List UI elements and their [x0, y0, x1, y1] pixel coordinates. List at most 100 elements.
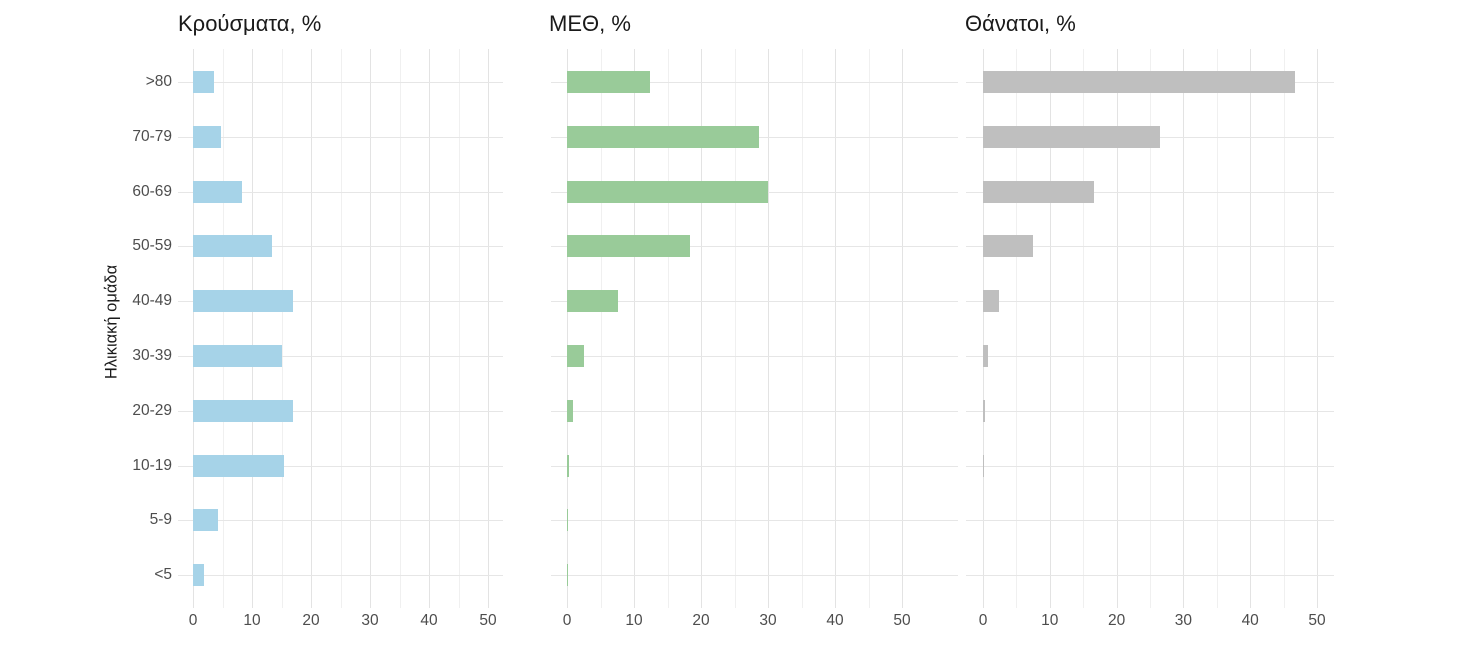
gridline-vertical-minor	[1083, 49, 1085, 608]
bar	[567, 180, 768, 203]
y-axis-label: 20-29	[132, 401, 172, 419]
gridline-vertical-minor	[1283, 49, 1285, 608]
x-tick-label: 40	[420, 612, 438, 629]
gridline-vertical-major	[1317, 49, 1318, 608]
gridline-horizontal	[966, 191, 1334, 193]
gridline-horizontal	[966, 520, 1334, 522]
gridline-horizontal	[178, 465, 503, 467]
gridline-horizontal	[551, 82, 958, 83]
gridline-vertical-minor	[222, 49, 224, 608]
y-axis-label: 30-39	[132, 347, 172, 364]
gridline-horizontal	[178, 246, 503, 248]
bar	[983, 71, 1295, 93]
bar	[567, 235, 690, 258]
chart-title-icu: ΜΕΘ, %	[549, 11, 631, 36]
gridline-horizontal	[966, 410, 1334, 412]
gridline-vertical-minor	[600, 49, 602, 608]
bar	[193, 125, 222, 148]
bar	[193, 454, 284, 477]
gridline-vertical-major	[835, 49, 836, 608]
gridline-vertical-major	[634, 49, 635, 608]
x-tick-label: 40	[1241, 612, 1259, 629]
x-tick-label: 10	[243, 612, 261, 629]
gridline-horizontal	[178, 136, 503, 138]
x-tick-label: 50	[479, 612, 497, 629]
gridline-vertical-minor	[281, 49, 283, 608]
gridline-vertical-minor	[1216, 49, 1218, 608]
gridline-horizontal	[966, 356, 1334, 357]
x-tick-label: 20	[692, 612, 710, 629]
bar	[983, 399, 985, 422]
bar	[193, 180, 242, 203]
gridline-vertical-major	[252, 49, 253, 608]
gridline-horizontal	[551, 520, 958, 522]
x-tick-label: 40	[826, 612, 844, 629]
y-axis-label: <5	[154, 566, 172, 584]
gridline-vertical-major	[1183, 49, 1185, 608]
gridline-vertical-major	[983, 49, 984, 608]
bar	[983, 125, 1161, 148]
gridline-vertical-minor	[734, 49, 736, 608]
y-axis-label: >80	[145, 73, 172, 90]
bar	[567, 454, 569, 477]
gridline-vertical-minor	[667, 49, 669, 608]
bar	[193, 235, 273, 258]
x-tick-label: 0	[978, 612, 988, 629]
gridline-vertical-minor	[801, 49, 803, 608]
gridline-horizontal	[966, 575, 1334, 577]
x-tick-label: 0	[562, 612, 572, 629]
x-tick-label: 30	[361, 612, 379, 629]
y-axis-label: 70-79	[132, 127, 172, 145]
gridline-vertical-minor	[1016, 49, 1018, 608]
bar	[983, 180, 1094, 203]
y-axis-label: 50-59	[132, 237, 172, 255]
gridline-vertical-major	[193, 49, 194, 608]
gridline-vertical-minor	[458, 49, 460, 608]
gridline-horizontal	[551, 356, 958, 357]
bar	[193, 509, 219, 532]
gridline-horizontal	[178, 82, 503, 83]
bar	[193, 345, 282, 367]
x-tick-label: 0	[188, 612, 198, 629]
bar	[567, 125, 759, 148]
bar	[193, 564, 205, 587]
bar	[193, 290, 293, 313]
bar	[983, 290, 1000, 313]
gridline-vertical-minor	[340, 49, 342, 608]
bar	[567, 564, 568, 587]
gridline-horizontal	[178, 191, 503, 193]
x-tick-label: 10	[1041, 612, 1059, 629]
bar	[567, 345, 585, 367]
gridline-horizontal	[551, 246, 958, 248]
gridline-vertical-major	[1049, 49, 1051, 608]
bar	[567, 290, 618, 313]
gridline-horizontal	[178, 356, 503, 357]
gridline-vertical-minor	[1150, 49, 1151, 608]
gridline-horizontal	[178, 301, 503, 303]
gridline-vertical-major	[311, 49, 312, 608]
gridline-horizontal	[551, 301, 958, 303]
chart-panel-deaths	[966, 49, 1334, 608]
bar	[983, 235, 1034, 258]
y-axis-label: 40-49	[132, 292, 172, 310]
gridline-vertical-major	[902, 49, 903, 608]
chart-title-cases: Κρούσματα, %	[178, 11, 322, 36]
gridline-horizontal	[551, 465, 958, 467]
gridline-horizontal	[178, 575, 503, 577]
x-tick-label: 20	[302, 612, 320, 629]
x-tick-label: 20	[1107, 612, 1126, 629]
bar	[567, 399, 574, 422]
x-tick-label: 30	[1174, 612, 1193, 629]
bar	[193, 399, 293, 422]
gridline-vertical-major	[370, 49, 371, 608]
gridline-vertical-major	[488, 49, 489, 608]
y-axis-label: 5-9	[149, 511, 172, 529]
gridline-horizontal	[551, 575, 958, 577]
y-axis-label: 10-19	[132, 456, 172, 474]
chart-title-deaths: Θάνατοι, %	[965, 11, 1076, 36]
gridline-horizontal	[966, 465, 1334, 467]
gridline-vertical-major	[1250, 49, 1252, 608]
chart-panel-icu	[551, 49, 958, 608]
x-tick-label: 50	[1308, 612, 1326, 629]
